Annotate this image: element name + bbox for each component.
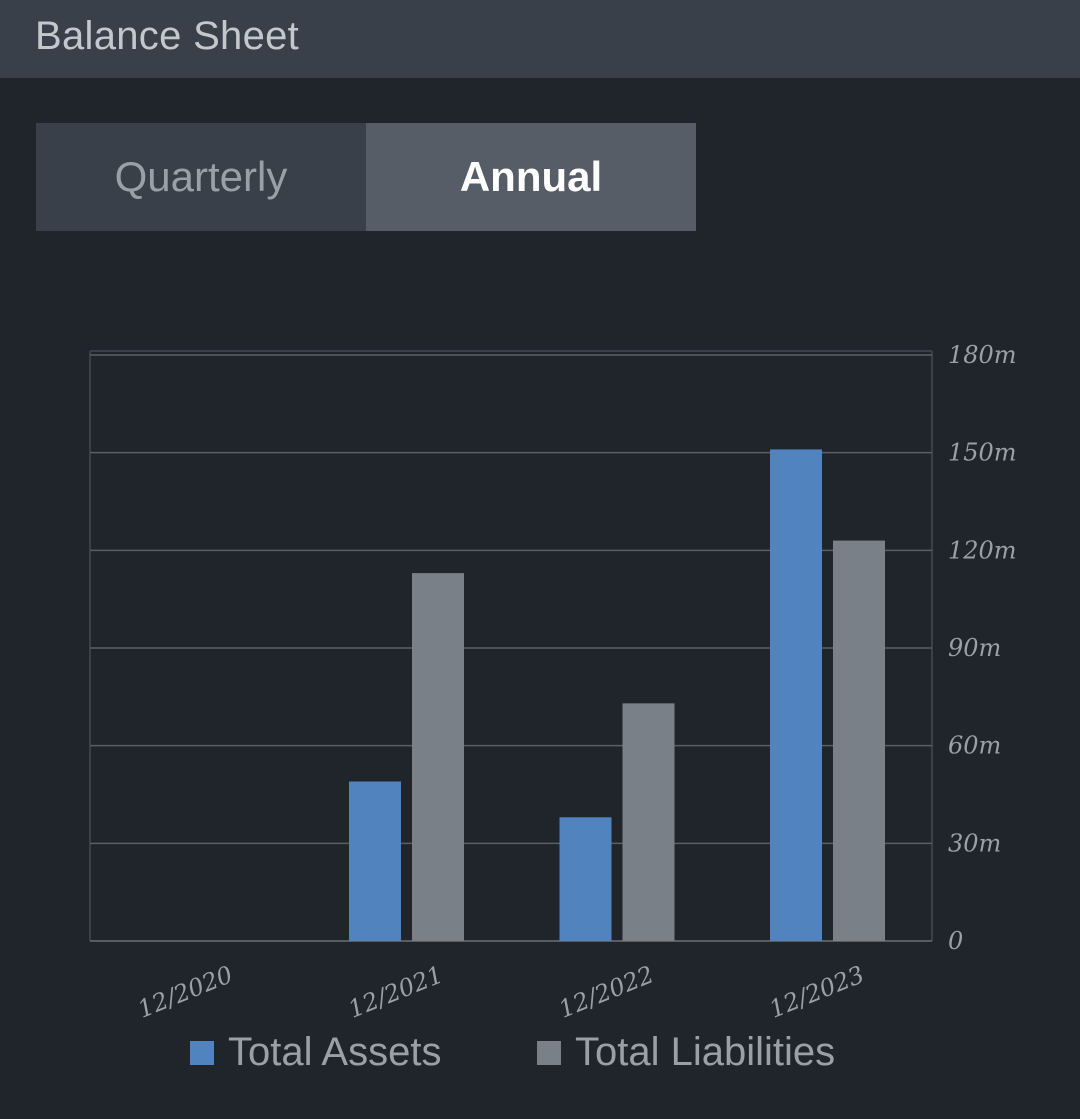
y-tick-label: 180m xyxy=(948,341,1017,369)
period-toggle: Quarterly Annual xyxy=(36,123,696,231)
x-tick-label: 12/2022 xyxy=(555,960,658,1023)
y-tick-label: 90m xyxy=(948,634,1001,662)
y-tick-label: 150m xyxy=(948,439,1017,467)
bar-total-assets xyxy=(770,449,822,941)
x-tick-label: 12/2023 xyxy=(765,960,868,1023)
x-tick-label: 12/2020 xyxy=(134,960,237,1023)
y-tick-label: 120m xyxy=(948,536,1017,564)
legend-item-total-assets[interactable]: Total Assets xyxy=(190,1030,441,1075)
bar-total-liabilities xyxy=(412,573,464,941)
header-bar: Balance Sheet xyxy=(0,0,1080,78)
chart-legend: Total Assets Total Liabilities xyxy=(0,1030,1080,1080)
bar-total-liabilities xyxy=(622,703,675,941)
bar-total-assets xyxy=(349,781,401,941)
legend-label-total-assets: Total Assets xyxy=(228,1030,442,1074)
y-tick-label: 30m xyxy=(948,829,1001,857)
legend-label-total-liabilities: Total Liabilities xyxy=(575,1030,836,1074)
legend-swatch-assets xyxy=(190,1040,214,1065)
page-title: Balance Sheet xyxy=(35,14,300,58)
bar-total-liabilities xyxy=(833,540,885,941)
balance-sheet-chart: 0 30m 60m 90m 120m 150m 180m 12/2020 12/2021 12/2… xyxy=(89,341,1017,1024)
y-tick-label: 60m xyxy=(948,732,1001,760)
tab-quarterly[interactable]: Quarterly xyxy=(36,123,366,231)
legend-swatch-liabilities xyxy=(537,1040,561,1065)
legend-item-total-liabilities[interactable]: Total Liabilities xyxy=(537,1030,835,1075)
bar-total-assets xyxy=(559,817,612,941)
tab-annual[interactable]: Annual xyxy=(366,123,696,231)
y-tick-label: 0 xyxy=(948,927,963,955)
x-tick-label: 12/2021 xyxy=(344,960,447,1023)
